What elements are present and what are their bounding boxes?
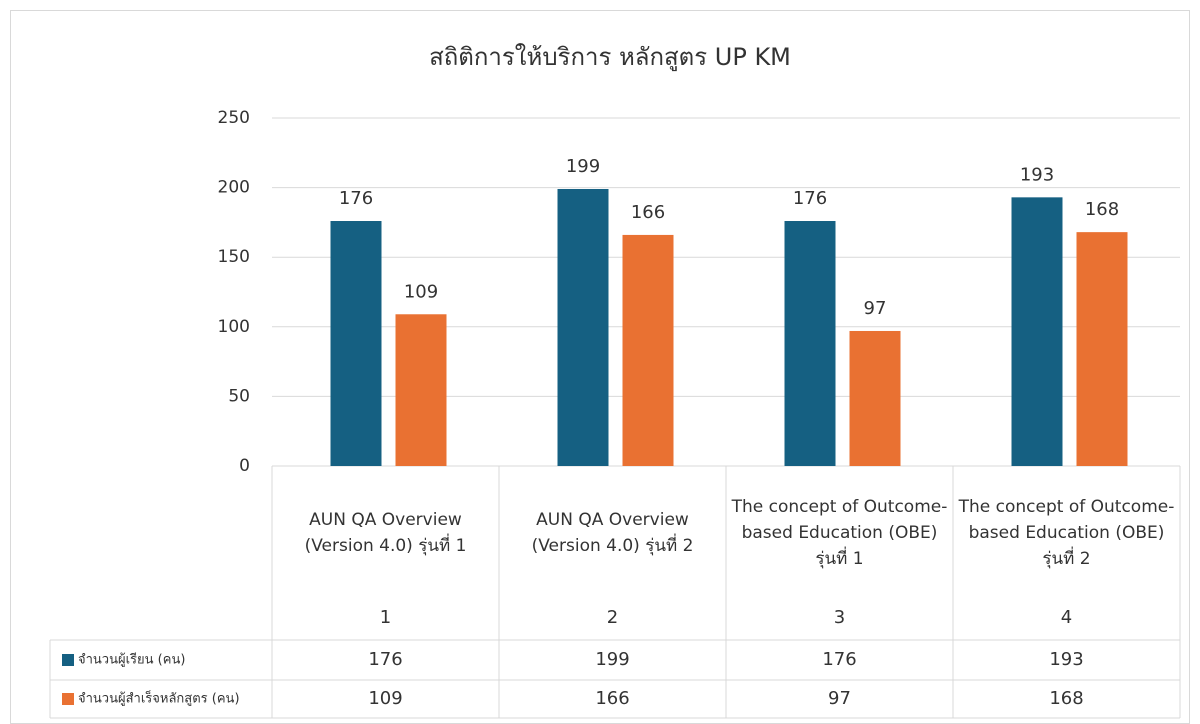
table-value: 199 <box>595 649 629 670</box>
category-label-box: The concept of Outcome-based Education (… <box>731 497 948 569</box>
table-value: 97 <box>828 688 851 709</box>
data-label: 176 <box>339 188 373 209</box>
category-label: AUN QA Overview (Version 4.0) รุ่นที่ 1 <box>304 510 467 556</box>
y-tick-label: 150 <box>218 247 250 267</box>
y-tick-label: 50 <box>228 386 250 406</box>
x-tick-label: 2 <box>607 607 618 628</box>
category-label: The concept of Outcome-based Education (… <box>731 497 948 569</box>
x-tick-label: 4 <box>1061 607 1072 628</box>
data-label: 176 <box>793 188 827 209</box>
bar <box>557 188 609 466</box>
table-value: 166 <box>595 688 629 709</box>
bar <box>1076 232 1128 466</box>
y-tick-label: 200 <box>218 178 250 198</box>
category-label-box: The concept of Outcome-based Education (… <box>958 497 1175 569</box>
bar <box>395 314 447 466</box>
table-value: 176 <box>368 649 402 670</box>
category-label: The concept of Outcome-based Education (… <box>958 497 1175 569</box>
data-label: 97 <box>864 298 887 319</box>
category-label-box: AUN QA Overview (Version 4.0) รุ่นที่ 2 <box>531 510 694 556</box>
bar <box>1011 197 1063 466</box>
table-value: 109 <box>368 688 402 709</box>
category-label-box: AUN QA Overview (Version 4.0) รุ่นที่ 1 <box>304 510 467 556</box>
data-label: 166 <box>631 202 665 223</box>
x-tick-label: 1 <box>380 607 391 628</box>
bar <box>849 330 901 466</box>
bar <box>784 221 836 466</box>
bar <box>622 234 674 466</box>
y-tick-label: 250 <box>218 108 250 128</box>
data-label: 109 <box>404 281 438 302</box>
y-tick-label: 100 <box>218 317 250 337</box>
legend-swatch <box>62 654 74 666</box>
bar <box>330 221 382 466</box>
chart-title: สถิติการให้บริการ หลักสูตร UP KM <box>429 43 791 72</box>
data-label: 199 <box>566 156 600 177</box>
data-label: 193 <box>1020 164 1054 185</box>
x-tick-label: 3 <box>834 607 845 628</box>
table-value: 176 <box>822 649 856 670</box>
data-label: 168 <box>1085 199 1119 220</box>
table-value: 193 <box>1049 649 1083 670</box>
y-tick-label: 0 <box>239 456 250 476</box>
legend-swatch <box>62 693 74 705</box>
legend-label: จำนวนผู้เรียน (คน) <box>78 652 185 668</box>
table-value: 168 <box>1049 688 1083 709</box>
legend-label: จำนวนผู้สำเร็จหลักสูตร (คน) <box>78 689 240 707</box>
category-label: AUN QA Overview (Version 4.0) รุ่นที่ 2 <box>531 510 694 556</box>
